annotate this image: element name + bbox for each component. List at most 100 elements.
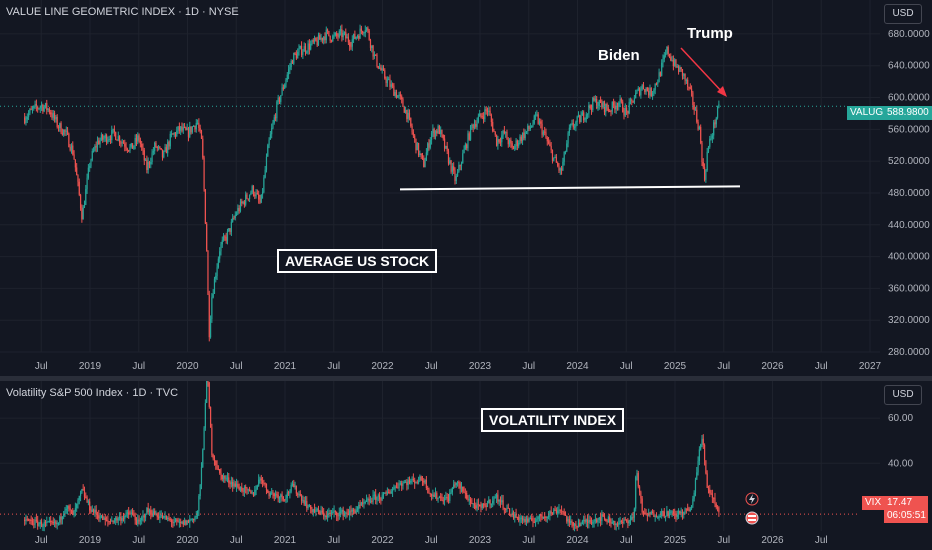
candle-body [293, 483, 295, 488]
candle-body [519, 136, 521, 143]
candle-body [44, 522, 47, 524]
candle-body [376, 496, 378, 500]
candle-body [341, 29, 343, 38]
trump-label: Trump [687, 25, 733, 42]
candle-body [306, 501, 308, 508]
candle-body [511, 143, 513, 148]
candle-body [627, 521, 629, 524]
candle-body [232, 217, 234, 222]
candle-body [359, 28, 361, 39]
candle-body [512, 512, 515, 518]
candle-body [31, 520, 34, 524]
candle-body [55, 521, 57, 525]
candle-body [181, 126, 183, 131]
candle-body [635, 477, 637, 509]
candle-body [415, 481, 417, 484]
candle-body [528, 518, 530, 522]
volatility-pane[interactable]: 60.00 40.00 Jul 2019 Jul 2020 Jul 2021 Jul 2022 J… [0, 381, 932, 550]
x-tick-label: 2021 [274, 361, 297, 372]
vix-symbol-title[interactable]: Volatility S&P 500 Index · 1D · TVC [6, 387, 179, 399]
candle-body [174, 133, 177, 136]
pane-divider[interactable] [0, 376, 932, 381]
candle-body [189, 519, 191, 523]
candle-body [96, 513, 99, 516]
candle-body [696, 472, 698, 480]
price-pane[interactable]: 680.0000 640.0000 600.0000 560.0000 520.0000… [0, 0, 932, 376]
currency-button[interactable]: USD [884, 4, 922, 24]
candle-body [581, 112, 583, 116]
candle-body [375, 54, 377, 56]
candle-body [267, 145, 269, 157]
flag-icon[interactable] [745, 511, 759, 525]
candle-body [524, 131, 526, 139]
candle-body [687, 79, 689, 87]
candle-body [163, 515, 165, 519]
candle-body [385, 492, 387, 494]
candle-body [590, 107, 593, 111]
candle-body [182, 127, 184, 131]
candle-body [172, 522, 174, 524]
candle-body [430, 132, 433, 141]
candle-body [659, 516, 661, 518]
candle-body [498, 139, 500, 142]
candle-body [610, 111, 612, 113]
x-tick-label: 2021 [274, 535, 297, 546]
candle-body [27, 519, 30, 521]
candle-body [469, 125, 472, 140]
candle-body [81, 208, 83, 220]
average-us-stock-label: AVERAGE US STOCK [277, 249, 438, 273]
candle-body [312, 509, 314, 513]
candle-body [394, 92, 396, 96]
candle-body [580, 115, 582, 123]
candle-body [117, 518, 119, 521]
candle-body [66, 506, 69, 509]
candle-body [534, 114, 537, 116]
candle-body [211, 427, 213, 455]
candle-body [228, 477, 230, 483]
price-chart[interactable]: 680.0000 640.0000 600.0000 560.0000 520.0000… [0, 0, 932, 376]
candle-body [37, 520, 39, 526]
candle-body [503, 130, 505, 134]
candle-body [432, 494, 434, 497]
candle-body [265, 156, 268, 170]
candle-body [325, 515, 327, 518]
candle-body [329, 35, 331, 41]
vix-currency-button[interactable]: USD [884, 385, 922, 405]
candle-body [570, 124, 572, 128]
candle-body [490, 503, 492, 505]
candle-body [57, 126, 60, 128]
x-tick-label: Jul [717, 361, 730, 372]
candle-body [133, 513, 135, 517]
candle-body [632, 100, 634, 103]
price-tag-symbol: VALUG [847, 106, 887, 120]
candle-body [462, 153, 464, 164]
x-tick-label: 2023 [469, 361, 492, 372]
candle-body [24, 519, 26, 521]
candle-body [165, 147, 167, 154]
candle-body [115, 132, 117, 140]
candle-body [264, 169, 266, 178]
candle-body [518, 516, 520, 521]
candle-body [402, 482, 404, 486]
candle-body [46, 521, 48, 523]
candle-body [709, 138, 711, 147]
candle-body [395, 92, 398, 98]
volatility-chart[interactable]: 60.00 40.00 Jul 2019 Jul 2020 Jul 2021 Jul 2022 J… [0, 381, 932, 550]
candle-body [623, 112, 625, 116]
candle-body [455, 482, 457, 485]
candle-body [173, 521, 175, 523]
candle-body [454, 170, 456, 181]
candle-body [501, 135, 503, 143]
symbol-title[interactable]: VALUE LINE GEOMETRIC INDEX · 1D · NYSE [6, 6, 239, 18]
candle-body [113, 128, 115, 133]
candle-body [207, 250, 209, 295]
candle-body [148, 510, 151, 513]
x-tick-label: Jul [425, 535, 438, 546]
candle-body [95, 509, 97, 514]
lightning-icon[interactable] [745, 492, 759, 506]
candle-body [651, 511, 654, 513]
candle-body [479, 504, 481, 507]
candle-body [690, 505, 693, 509]
candle-body [593, 97, 595, 101]
candle-body [338, 512, 340, 517]
